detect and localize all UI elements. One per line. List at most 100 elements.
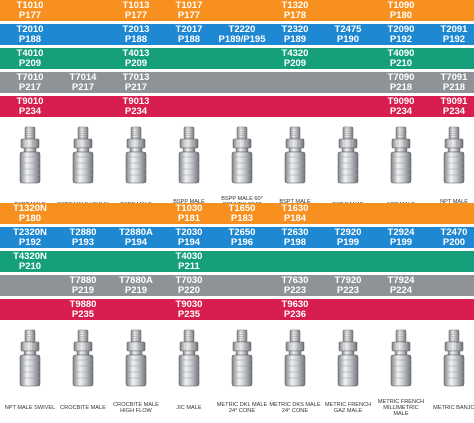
page-reference: P181 <box>177 213 201 224</box>
metric-french-gaz-fitting-icon <box>322 322 374 393</box>
fitting-label: METRIC FRENCH MILLIMETRIC MALE <box>377 398 425 418</box>
part-cell: T1010 P177 <box>2 0 58 21</box>
page-reference: P180 <box>18 213 42 224</box>
part-code: T2920 <box>334 227 362 238</box>
part-code: T1630 <box>281 203 309 214</box>
page-reference: P190 <box>336 34 360 45</box>
part-cell: T7030 P220 <box>161 275 217 296</box>
metric-dkl-male-fitting-icon <box>216 322 268 393</box>
page-reference: P219 <box>124 285 148 296</box>
page-reference: P209 <box>124 58 148 69</box>
part-code: T2320 <box>281 24 309 35</box>
fitting-label: METRIC DKS MALE 24° CONE <box>269 401 321 414</box>
page-reference: P223 <box>336 285 360 296</box>
part-code: T1650 <box>228 203 256 214</box>
part-code: T1320 <box>281 0 309 11</box>
part-cell: T2090 P192 <box>373 24 429 45</box>
fitting-label: JIC MALE <box>176 404 202 411</box>
page-reference: P192 <box>18 237 42 248</box>
part-cell: T4320N P210 <box>2 251 58 272</box>
part-code: T7091 <box>440 72 468 83</box>
bsp-banjo-fitting-icon <box>322 119 374 190</box>
bspp-convex-seat-fitting-icon <box>216 119 268 190</box>
part-cell: T2924 P199 <box>373 227 429 248</box>
part-cell: T1320 P178 <box>267 0 323 21</box>
part-cell: T7014 P217 <box>55 72 111 93</box>
part-code: T4030 <box>175 251 203 262</box>
part-code: T2924 <box>387 227 415 238</box>
part-cell: T9010 P234 <box>2 96 58 117</box>
page-reference: P223 <box>283 285 307 296</box>
page-reference: P194 <box>124 237 148 248</box>
metric-banjo-fitting-icon <box>428 322 474 393</box>
page-reference: P219 <box>71 285 95 296</box>
page-reference: P177 <box>18 10 42 21</box>
part-code: T7030 <box>175 275 203 286</box>
npt-male-swivel-fitting-icon <box>4 322 56 393</box>
part-cell: T1017 P177 <box>161 0 217 21</box>
part-cell: T9090 P234 <box>373 96 429 117</box>
part-code: T4013 <box>122 48 150 59</box>
part-cell: T2013 P188 <box>108 24 164 45</box>
bspt-swivel-fitting-icon <box>269 119 321 190</box>
part-code: T7090 <box>387 72 415 83</box>
part-cell: T4320 P209 <box>267 48 323 69</box>
part-code: T1017 <box>175 0 203 11</box>
fitting-label: NPT MALE SWIVEL <box>4 404 56 411</box>
part-cell: T7090 P218 <box>373 72 429 93</box>
page-reference: P183 <box>230 213 254 224</box>
section2-color-row-2: T4320N P210 T4030 P211 <box>0 251 474 272</box>
page-reference: P211 <box>178 261 200 272</box>
page-reference: P180 <box>389 10 413 21</box>
section1-color-row-0: T1010 P177 T1013 P177 T1017 P177 T1320 P178 T109… <box>0 0 474 21</box>
part-cell: T7013 P217 <box>108 72 164 93</box>
part-cell: T7920 P223 <box>320 275 376 296</box>
part-cell: T2030 P194 <box>161 227 217 248</box>
part-code: T9010 <box>16 96 44 107</box>
section2-color-row-0: T1320N P180 T1030 P181 T1650 P183 T1630 P184 <box>0 203 474 224</box>
page-reference: P209 <box>18 58 42 69</box>
fitting-label: CROCBITE MALE HIGH FLOW <box>113 401 159 414</box>
part-cell: T1013 P177 <box>108 0 164 21</box>
page-reference: P194 <box>177 237 201 248</box>
part-code: T7920 <box>334 275 362 286</box>
metric-dks-male-fitting-icon <box>269 322 321 393</box>
part-code: T2013 <box>122 24 150 35</box>
part-cell: T7010 P217 <box>2 72 58 93</box>
part-cell: T9630 P236 <box>267 299 323 320</box>
part-cell: T2920 P199 <box>320 227 376 248</box>
npt-male-extended-fitting-icon <box>428 119 474 190</box>
part-cell: T1030 P181 <box>161 203 217 224</box>
part-code: T4010 <box>16 48 44 59</box>
crocbite-high-flow-fitting-icon <box>110 322 162 393</box>
part-cell: T1630 P184 <box>267 203 323 224</box>
part-code: T7010 <box>16 72 44 83</box>
page-reference: P217 <box>71 82 95 93</box>
part-cell: T4013 P209 <box>108 48 164 69</box>
section1-color-row-1: T2010 P188 T2013 P188 T2017 P188 T2220 P189/P19… <box>0 24 474 45</box>
section1-fittings-images <box>0 119 474 190</box>
bspt-male-fitting-icon <box>4 119 56 190</box>
crocbite-male-fitting-icon <box>57 322 109 393</box>
page-reference: P188 <box>177 34 201 45</box>
part-cell: T4030 P211 <box>161 251 217 272</box>
part-cell: T4010 P209 <box>2 48 58 69</box>
page-reference: P224 <box>389 285 413 296</box>
page-reference: P188 <box>124 34 148 45</box>
part-cell: T2650 P196 <box>214 227 270 248</box>
page-reference: P234 <box>124 106 148 117</box>
bspt-male-heavy-fitting-icon <box>57 119 109 190</box>
part-cell: T9091 P234 <box>426 96 474 117</box>
page-reference: P184 <box>283 213 307 224</box>
page-reference: P196 <box>230 237 254 248</box>
page-reference: P199 <box>336 237 360 248</box>
page-reference: P177 <box>177 10 201 21</box>
npt-male-fitting-icon <box>375 119 427 190</box>
page-reference: P217 <box>18 82 42 93</box>
part-code: T9013 <box>122 96 150 107</box>
section2-color-row-1: T2320N P192 T2880 P193 T2880A P194 T2030 P194 T2… <box>0 227 474 248</box>
part-code: T2630 <box>281 227 309 238</box>
page-reference: P210 <box>18 261 42 272</box>
part-cell: T7091 P218 <box>426 72 474 93</box>
section2-color-row-4: T9880 P235 T9030 P235 T9630 P236 <box>0 299 474 320</box>
